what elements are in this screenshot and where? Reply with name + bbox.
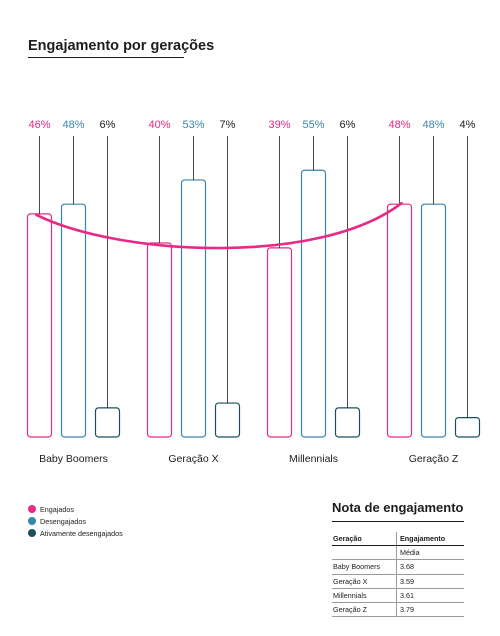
bar-ativamente-desengajados-baby-boomers — [94, 407, 121, 438]
table-cell-generation: Baby Boomers — [332, 559, 397, 575]
legend-item-desengajados: Desengajados — [28, 515, 123, 527]
bar-desengajados-geracao-x — [180, 179, 207, 438]
chart-title: Engajamento por gerações — [28, 38, 215, 54]
legend: Engajados Desengajados Ativamente deseng… — [28, 503, 123, 539]
data-label-ativamente-desengajados-baby-boomers: 6% — [100, 119, 116, 131]
table-cell-score: 3.68 — [396, 559, 464, 575]
data-label-desengajados-geracao-z: 48% — [422, 119, 444, 131]
category-label-baby-boomers: Baby Boomers — [39, 453, 108, 465]
engagement-score-table: Geração Engajamento Média Baby Boomers 3… — [332, 532, 464, 618]
note-title: Nota de engajamento — [332, 500, 464, 515]
legend-item-ativamente-desengajados: Ativamente desengajados — [28, 527, 123, 539]
data-label-engajados-geracao-x: 40% — [148, 119, 170, 131]
bar-ativamente-desengajados-millennials — [334, 407, 361, 438]
category-label-geracao-z: Geração Z — [409, 453, 459, 465]
legend-label-ativamente-desengajados: Ativamente desengajados — [40, 528, 123, 538]
legend-label-engajados: Engajados — [40, 504, 74, 514]
table-cell-generation: Geração Z — [332, 602, 397, 618]
legend-swatch-desengajados — [28, 517, 36, 525]
bar-ativamente-desengajados-geracao-x — [214, 402, 241, 438]
table-row: Millennials 3.61 — [332, 588, 464, 603]
bar-engajados-baby-boomers — [26, 213, 53, 438]
table-subheader-row: Média — [332, 545, 464, 561]
legend-label-desengajados: Desengajados — [40, 516, 86, 526]
legend-swatch-ativamente-desengajados — [28, 529, 36, 537]
data-label-desengajados-millennials: 55% — [302, 119, 324, 131]
bar-engajados-millennials — [266, 247, 293, 438]
category-label-millennials: Millennials — [289, 453, 338, 465]
table-row: Geração Z 3.79 — [332, 602, 464, 618]
data-label-desengajados-baby-boomers: 48% — [62, 119, 84, 131]
table-header-row: Geração Engajamento — [332, 532, 464, 547]
table-header-geracao: Geração — [332, 532, 397, 547]
bar-ativamente-desengajados-geracao-z — [454, 417, 481, 438]
data-label-ativamente-desengajados-millennials: 6% — [340, 119, 356, 131]
bar-engajados-geracao-x — [146, 242, 173, 438]
data-label-engajados-baby-boomers: 46% — [28, 119, 50, 131]
table-subheader-media: Média — [396, 545, 464, 561]
engajados-trend-line — [35, 201, 403, 250]
bar-desengajados-geracao-z — [420, 203, 447, 438]
data-label-desengajados-geracao-x: 53% — [182, 119, 204, 131]
title-underline — [28, 57, 184, 58]
table-subheader-empty — [332, 545, 397, 561]
table-cell-score: 3.59 — [396, 574, 464, 589]
table-cell-score: 3.61 — [396, 588, 464, 603]
bar-desengajados-millennials — [300, 169, 327, 438]
table-cell-score: 3.79 — [396, 602, 464, 618]
data-label-engajados-geracao-z: 48% — [388, 119, 410, 131]
bar-engajados-geracao-z — [386, 203, 413, 438]
bar-desengajados-baby-boomers — [60, 203, 87, 438]
note-title-underline — [332, 521, 464, 522]
legend-item-engajados: Engajados — [28, 503, 123, 515]
legend-swatch-engajados — [28, 505, 36, 513]
table-row: Geração X 3.59 — [332, 574, 464, 589]
data-label-engajados-millennials: 39% — [268, 119, 290, 131]
table-header-engajamento: Engajamento — [396, 532, 464, 547]
data-label-ativamente-desengajados-geracao-z: 4% — [460, 119, 476, 131]
bar-chart: 46% 48% 6% Baby Boomers 40% 53% 7% Geração X 39%… — [26, 119, 481, 465]
table-row: Baby Boomers 3.68 — [332, 559, 464, 575]
category-label-geracao-x: Geração X — [168, 453, 218, 465]
table-cell-generation: Geração X — [332, 574, 397, 589]
data-label-ativamente-desengajados-geracao-x: 7% — [220, 119, 236, 131]
table-cell-generation: Millennials — [332, 588, 397, 603]
